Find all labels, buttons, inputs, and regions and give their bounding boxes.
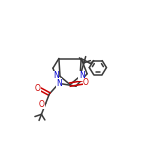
Text: O: O bbox=[35, 84, 40, 93]
Text: N: N bbox=[79, 71, 85, 80]
Text: N: N bbox=[53, 71, 59, 80]
Text: O: O bbox=[39, 100, 45, 109]
Text: O: O bbox=[83, 78, 89, 87]
Text: N: N bbox=[56, 79, 62, 88]
